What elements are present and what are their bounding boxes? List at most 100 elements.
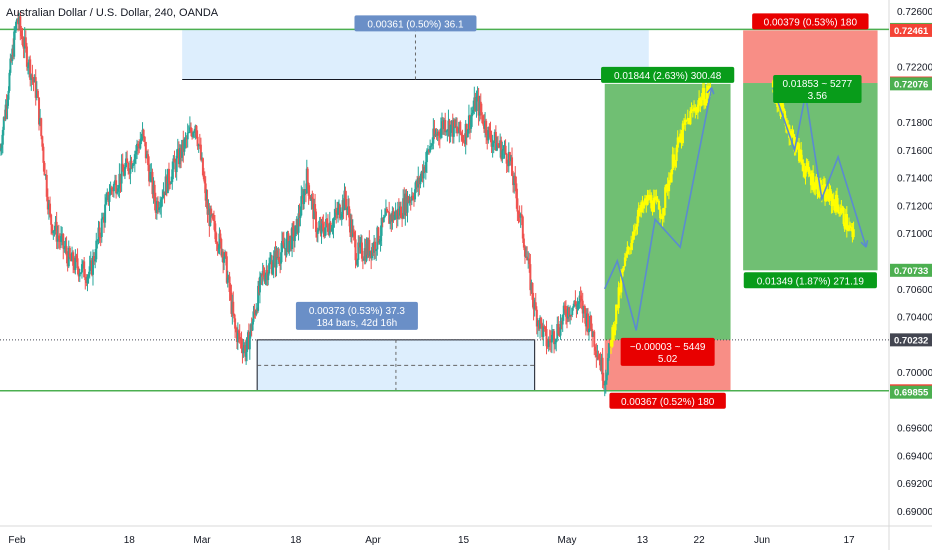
candle-body: [32, 78, 35, 83]
candle-body: [122, 171, 125, 176]
time-scale[interactable]: Feb 18 Mar 18 Apr 15 May 13 22 Jun 17: [8, 535, 855, 546]
candle-body: [192, 132, 195, 137]
candle-body: [475, 96, 478, 112]
candle-body: [8, 72, 11, 91]
arrow-path-tools[interactable]: [603, 86, 869, 331]
candle-body: [316, 230, 319, 234]
candle-body: [217, 248, 220, 250]
candle-body: [28, 59, 31, 67]
candle-body: [246, 337, 249, 352]
candle-body: [368, 239, 371, 257]
candle-body: [76, 258, 79, 269]
candle-body: [339, 217, 342, 219]
candle-body: [585, 313, 588, 327]
position-tools[interactable]: [604, 30, 878, 391]
projection-bar: [701, 88, 705, 99]
short-mid-label-box: [773, 75, 862, 104]
candle-body: [558, 333, 561, 336]
candle-body: [408, 199, 411, 203]
price-range-tools[interactable]: [182, 29, 649, 392]
projection-bar: [807, 166, 810, 174]
candlestick-series: [0, 11, 611, 397]
candle-body: [388, 211, 391, 224]
candle-body: [29, 59, 32, 80]
long-position-profit-zone: [604, 83, 731, 340]
candle-body: [291, 227, 294, 250]
candle-body: [333, 217, 336, 220]
projection-bar: [821, 184, 825, 193]
price-scale[interactable]: 0.72600 0.72200 0.71800 0.71600 0.71400 0.712…: [897, 7, 932, 518]
candle-body: [360, 242, 363, 259]
candle-body: [463, 140, 466, 145]
candle-body: [47, 203, 50, 210]
candle-body: [278, 256, 281, 263]
candle-body: [174, 162, 177, 173]
candle-body: [321, 221, 324, 224]
candle-body: [125, 158, 128, 168]
candle-body: [601, 357, 604, 381]
candle-body: [526, 256, 529, 261]
projection-bar: [791, 130, 794, 134]
candle-body: [158, 207, 161, 210]
candle-body: [57, 235, 60, 239]
short-bottom-label-box: [743, 272, 877, 289]
projection-bar: [647, 194, 650, 200]
candle-body: [511, 157, 514, 176]
projection-bar: [699, 98, 702, 106]
projection-bar: [610, 340, 613, 347]
candle-body: [569, 314, 572, 317]
candle-body: [583, 306, 586, 314]
candle-body: [93, 256, 96, 262]
candle-body: [406, 196, 409, 213]
candle-body: [307, 183, 310, 196]
projection-bar: [793, 136, 796, 152]
candle-body: [330, 228, 333, 232]
projection-bar: [849, 225, 852, 228]
candle-body: [204, 183, 207, 201]
candle-body: [571, 307, 574, 316]
candle-body: [561, 315, 564, 325]
candle-body: [461, 134, 464, 141]
candle-body: [222, 251, 225, 263]
projection-bar: [698, 98, 701, 105]
candle-body: [75, 255, 78, 259]
candle-body: [196, 136, 199, 147]
candle-body: [566, 316, 568, 319]
projection-bar: [623, 257, 627, 266]
candle-body: [434, 133, 437, 136]
candle-body: [422, 166, 425, 179]
candle-body: [282, 242, 285, 249]
candle-body: [424, 162, 427, 172]
candle-body: [269, 262, 272, 264]
arrow-path-short-head: [860, 240, 869, 248]
candle-body: [469, 115, 471, 129]
projection-bar: [654, 196, 657, 198]
candle-body: [425, 150, 428, 163]
projection-bar: [680, 133, 683, 144]
candle-body: [447, 120, 450, 131]
candle-body: [117, 188, 120, 192]
candle-body: [195, 125, 198, 137]
projection-bar: [829, 189, 832, 194]
candle-body: [9, 58, 12, 73]
candle-body: [159, 207, 162, 209]
candle-body: [225, 256, 228, 283]
candle-body: [111, 189, 114, 192]
projection-bar: [806, 162, 809, 167]
candle-body: [285, 238, 288, 256]
candle-body: [395, 210, 398, 219]
candle-body: [451, 120, 454, 137]
candle-body: [459, 121, 462, 133]
projection-bar: [840, 208, 843, 214]
projection-bar: [794, 149, 797, 152]
price-tag-text: 0.69855: [894, 388, 929, 399]
projection-bar: [800, 149, 803, 160]
candle-body: [513, 175, 516, 186]
candle-body: [127, 162, 130, 172]
candle-body: [20, 30, 23, 37]
candle-body: [521, 216, 524, 239]
candle-body: [414, 189, 417, 200]
top-range-label-text: 0.00361 (0.50%) 36.1: [367, 19, 464, 30]
candle-body: [471, 113, 474, 117]
